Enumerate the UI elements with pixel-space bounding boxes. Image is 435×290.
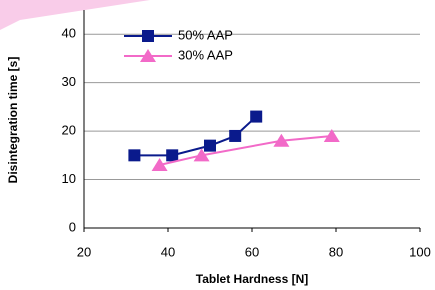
x-tick-label: 60 [245,244,259,259]
x-tick-label: 100 [409,244,431,259]
x-tick-label: 80 [329,244,343,259]
legend-marker [142,30,154,42]
y-tick-label: 10 [62,171,76,186]
y-tick-label: 0 [69,219,76,234]
y-tick-label: 20 [62,123,76,138]
legend-label: 50% AAP [178,27,233,42]
marker [250,111,262,123]
marker [229,130,241,142]
marker [166,149,178,161]
chart: Tablet Hardness [N] Disintegration time … [0,0,435,290]
y-tick-label: 40 [62,26,76,41]
marker [204,140,216,152]
y-axis-title: Disintegration time [s] [6,57,20,184]
x-axis-title: Tablet Hardness [N] [196,272,308,286]
x-tick-label: 20 [77,244,91,259]
y-tick-label: 30 [62,74,76,89]
legend-label: 30% AAP [178,47,233,62]
x-tick-label: 40 [161,244,175,259]
marker [128,149,140,161]
